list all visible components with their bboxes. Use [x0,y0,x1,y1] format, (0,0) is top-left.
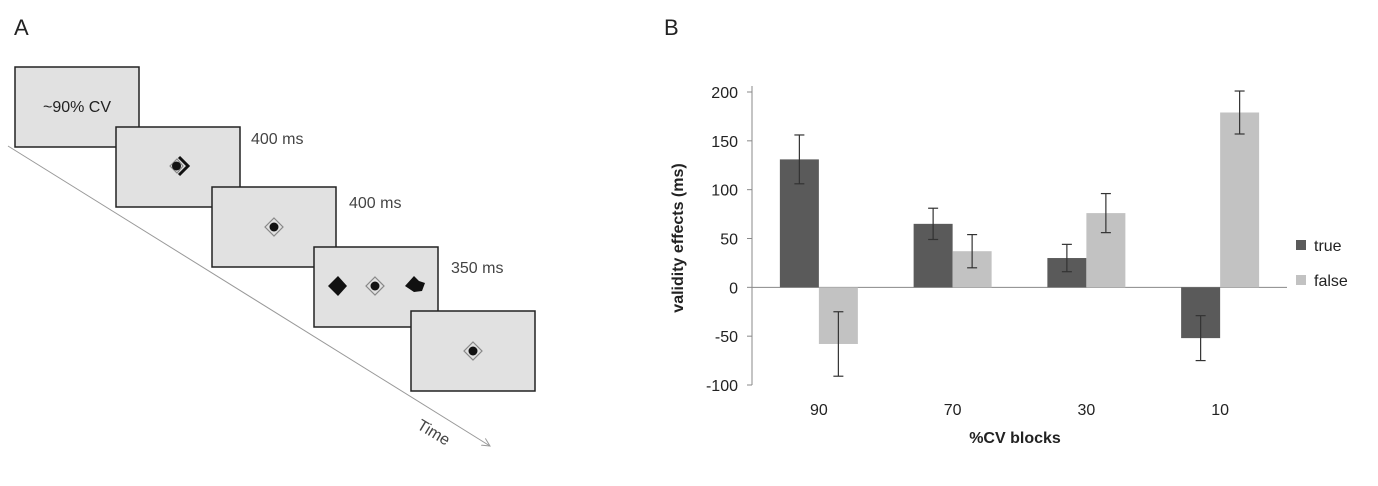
legend-swatch-false [1296,275,1306,285]
y-tick-label: 200 [711,85,738,102]
fixation-dot [172,161,181,171]
panel-b-label: B [664,15,679,40]
panel-a: A Time ~90% CV 400 ms 400 ms [7,15,536,450]
time-axis [7,145,490,446]
screen-1-text: ~90% CV [43,99,111,116]
y-tick-label: -100 [706,378,738,395]
legend-label-true: true [1314,238,1342,255]
fixation-diamond [264,217,284,237]
x-tick-label: 30 [1077,402,1095,419]
duration-label-2: 400 ms [349,195,401,212]
fixation-diamond [463,341,483,361]
x-axis-title: %CV blocks [969,430,1061,447]
fixation-diamond [365,276,385,296]
duration-label-3: 350 ms [451,260,503,277]
y-axis-title: validity effects (ms) [670,163,687,312]
legend-label-false: false [1314,273,1348,290]
arrow-cue-icon [177,155,191,177]
y-tick-label: 100 [711,183,738,200]
bar-false-10 [1220,112,1260,288]
panel-a-label: A [14,15,29,40]
target-diamond-left [328,276,347,296]
time-label: Time [414,417,453,450]
fixation-dot [370,281,380,291]
y-tick-label: 50 [720,232,738,249]
fixation-dot [269,222,279,232]
y-tick-label: -50 [715,329,738,346]
x-tick-label: 90 [810,402,828,419]
legend-swatch-true [1296,240,1306,250]
chart-plot: -100 -50 0 50 100 150 200 90 70 30 10 true false [706,85,1348,419]
x-tick-label: 70 [944,402,962,419]
duration-label-1: 400 ms [251,131,303,148]
target-shape-right [405,276,425,292]
panel-b: B validity effects (ms) %CV blocks -100-… [664,15,1348,447]
fixation-dot [468,346,478,356]
y-tick-label: 0 [729,280,738,297]
y-tick-label: 150 [711,134,738,151]
fixation-diamond [169,158,184,174]
x-tick-label: 10 [1211,402,1229,419]
screen-5 [410,310,536,392]
